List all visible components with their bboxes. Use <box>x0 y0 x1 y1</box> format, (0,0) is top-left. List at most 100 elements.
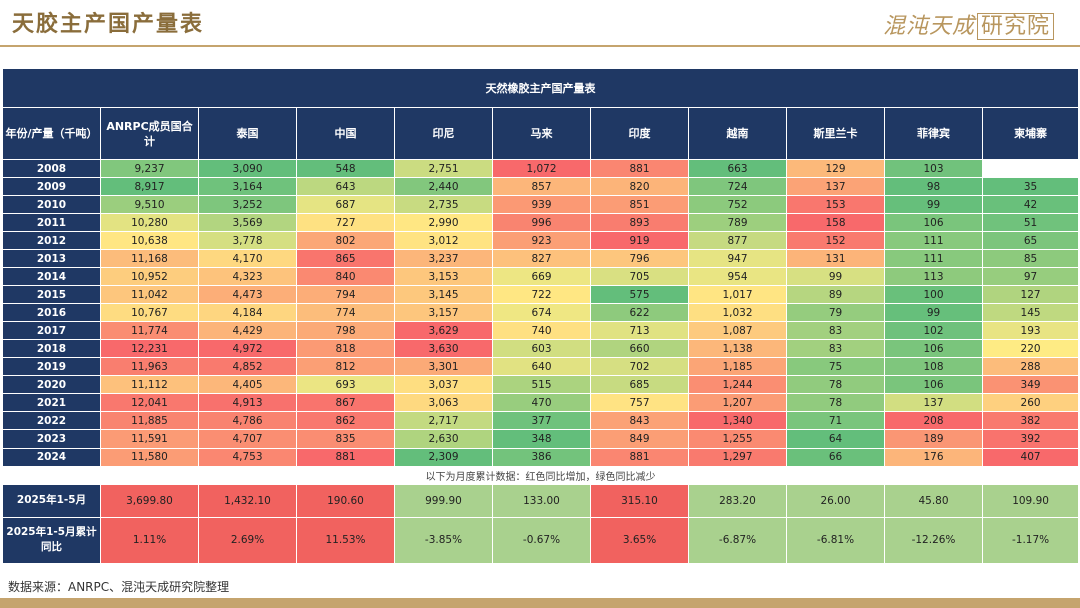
value-cell: 106 <box>884 213 983 233</box>
table-body: 2008 9,237 3,090 548 2,751 1,072 881 663 129 103 2… <box>2 158 1080 467</box>
value-cell: 102 <box>884 321 983 341</box>
year-cell: 2019 <box>2 357 101 377</box>
yoy-value-cell: -6.81% <box>786 516 885 565</box>
value-cell: 877 <box>688 231 787 251</box>
value-cell: 10,952 <box>100 267 199 287</box>
table-caption: 天然橡胶主产国产量表 <box>1 68 1080 108</box>
footer-bar <box>0 598 1080 608</box>
value-cell: 603 <box>492 339 591 359</box>
value-cell: 705 <box>590 267 689 287</box>
table-row: 2016 10,767 4,184 774 3,157 674 622 1,032 79 99 14… <box>2 303 1080 323</box>
value-cell: 35 <box>981 177 1080 197</box>
value-cell: 2,440 <box>394 177 493 197</box>
year-cell: 2016 <box>2 303 101 323</box>
value-cell: 4,786 <box>198 411 297 431</box>
value-cell: 10,767 <box>100 303 199 323</box>
value-cell: 51 <box>981 213 1080 233</box>
value-cell: 12,231 <box>100 339 199 359</box>
value-cell: 3,164 <box>198 177 297 197</box>
value-cell: 2,630 <box>394 429 493 449</box>
yoy-row: 2025年1-5月累计同比 1.11% 2.69% 11.53% -3.85% -0.6… <box>2 516 1080 565</box>
value-cell: 622 <box>590 303 689 323</box>
column-header: 中国 <box>296 107 395 160</box>
value-cell: 693 <box>296 375 395 395</box>
value-cell: 208 <box>884 411 983 431</box>
value-cell: 1,207 <box>688 393 787 413</box>
value-cell: 862 <box>296 411 395 431</box>
value-cell: 663 <box>688 158 787 179</box>
value-cell: 2,717 <box>394 411 493 431</box>
value-cell: 4,913 <box>198 393 297 413</box>
value-cell: 3,063 <box>394 393 493 413</box>
value-cell: 407 <box>981 447 1080 467</box>
table-row: 2013 11,168 4,170 865 3,237 827 796 947 131 111 85 <box>2 249 1080 269</box>
value-cell: 137 <box>884 393 983 413</box>
value-cell: 89 <box>786 285 885 305</box>
value-cell: 3,237 <box>394 249 493 269</box>
value-cell: 4,405 <box>198 375 297 395</box>
year-cell: 2015 <box>2 285 101 305</box>
value-cell: 3,301 <box>394 357 493 377</box>
value-cell: 377 <box>492 411 591 431</box>
value-cell: 11,885 <box>100 411 199 431</box>
year-cell: 2008 <box>2 158 101 179</box>
value-cell: 857 <box>492 177 591 197</box>
value-cell: 849 <box>590 429 689 449</box>
year-cell: 2024 <box>2 447 101 467</box>
production-table-container: 天然橡胶主产国产量表 年份/产量（千吨） ANRPC成员国合计 泰国 中国 印尼 马来印… <box>1 68 1080 565</box>
value-cell: 575 <box>590 285 689 305</box>
value-cell: 83 <box>786 321 885 341</box>
value-cell: 349 <box>981 375 1080 395</box>
value-cell: 103 <box>884 158 983 179</box>
value-cell: 843 <box>590 411 689 431</box>
value-cell: 687 <box>296 195 395 215</box>
value-cell: 3,252 <box>198 195 297 215</box>
value-cell: 348 <box>492 429 591 449</box>
value-cell: 727 <box>296 213 395 233</box>
value-cell: 939 <box>492 195 591 215</box>
table-row: 2015 11,042 4,473 794 3,145 722 575 1,017 89 100 1… <box>2 285 1080 305</box>
value-cell: 260 <box>981 393 1080 413</box>
value-cell: 137 <box>786 177 885 197</box>
yoy-value-cell: -12.26% <box>884 516 983 565</box>
year-cell: 2013 <box>2 249 101 269</box>
value-cell: 3,569 <box>198 213 297 233</box>
value-cell: 78 <box>786 375 885 395</box>
summary-value-cell: 190.60 <box>296 483 395 518</box>
monthly-note: 以下为月度累计数据：红色同比增加，绿色同比减少 <box>1 465 1080 485</box>
summary-value-cell: 45.80 <box>884 483 983 518</box>
year-cell: 2021 <box>2 393 101 413</box>
summary-value-cell: 26.00 <box>786 483 885 518</box>
column-header: 印度 <box>590 107 689 160</box>
value-cell: 996 <box>492 213 591 233</box>
value-cell: 757 <box>590 393 689 413</box>
table-row: 2022 11,885 4,786 862 2,717 377 843 1,340 71 208 3… <box>2 411 1080 431</box>
yoy-value-cell: 2.69% <box>198 516 297 565</box>
table-row: 2020 11,112 4,405 693 3,037 515 685 1,244 78 106 3… <box>2 375 1080 395</box>
value-cell: 83 <box>786 339 885 359</box>
yoy-value-cell: -1.17% <box>981 516 1080 565</box>
value-cell: 11,112 <box>100 375 199 395</box>
value-cell: 127 <box>981 285 1080 305</box>
table-row: 2010 9,510 3,252 687 2,735 939 851 752 153 99 42 <box>2 195 1080 215</box>
value-cell: 106 <box>884 339 983 359</box>
value-cell: 106 <box>884 375 983 395</box>
value-cell: 685 <box>590 375 689 395</box>
value-cell: 193 <box>981 321 1080 341</box>
value-cell: 4,972 <box>198 339 297 359</box>
value-cell: 97 <box>981 267 1080 287</box>
value-cell: 111 <box>884 249 983 269</box>
table-header-row: 年份/产量（千吨） ANRPC成员国合计 泰国 中国 印尼 马来 印度 越南 斯里兰卡 菲律宾柬… <box>2 107 1080 160</box>
column-header: ANRPC成员国合计 <box>100 107 199 160</box>
value-cell: 10,638 <box>100 231 199 251</box>
value-cell: 10,280 <box>100 213 199 233</box>
yoy-value-cell: -6.87% <box>688 516 787 565</box>
summary-label: 2025年1-5月 <box>2 483 101 518</box>
value-cell: 840 <box>296 267 395 287</box>
yoy-value-cell: -0.67% <box>492 516 591 565</box>
value-cell: 867 <box>296 393 395 413</box>
value-cell: 724 <box>688 177 787 197</box>
value-cell: 65 <box>981 231 1080 251</box>
value-cell: 789 <box>688 213 787 233</box>
value-cell: 392 <box>981 429 1080 449</box>
